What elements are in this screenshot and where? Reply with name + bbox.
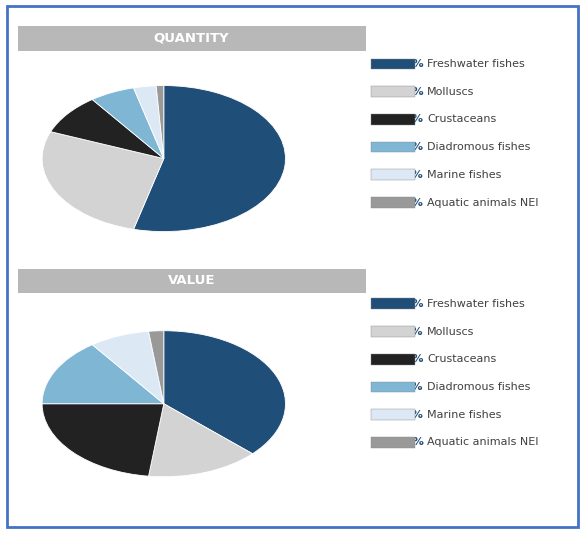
Wedge shape (149, 404, 253, 477)
Text: VALUE: VALUE (168, 274, 215, 287)
Text: Diadromous fishes: Diadromous fishes (427, 382, 531, 392)
Text: 54%: 54% (397, 59, 424, 69)
Text: Freshwater fishes: Freshwater fishes (427, 299, 525, 309)
Wedge shape (92, 332, 164, 404)
Text: Molluscs: Molluscs (427, 87, 474, 96)
Text: 27%: 27% (397, 87, 424, 96)
Text: Diadromous fishes: Diadromous fishes (427, 142, 531, 152)
Text: 8%: 8% (405, 410, 424, 419)
Text: 2%: 2% (405, 438, 424, 447)
Text: 15%: 15% (397, 382, 424, 392)
Text: 3%: 3% (405, 170, 424, 180)
Wedge shape (51, 100, 164, 159)
Text: 15%: 15% (397, 327, 424, 336)
Wedge shape (133, 86, 285, 231)
Text: 6%: 6% (405, 142, 424, 152)
Text: Marine fishes: Marine fishes (427, 170, 501, 180)
Text: 23%: 23% (397, 354, 424, 364)
Text: Aquatic animals NEI: Aquatic animals NEI (427, 438, 539, 447)
Wedge shape (164, 331, 285, 454)
Wedge shape (42, 403, 164, 476)
Text: Crustaceans: Crustaceans (427, 354, 496, 364)
Text: Molluscs: Molluscs (427, 327, 474, 336)
Wedge shape (42, 345, 164, 404)
Text: Aquatic animals NEI: Aquatic animals NEI (427, 198, 539, 207)
Wedge shape (42, 132, 164, 229)
Text: Freshwater fishes: Freshwater fishes (427, 59, 525, 69)
Wedge shape (149, 331, 164, 404)
Text: QUANTITY: QUANTITY (154, 32, 229, 45)
Text: Crustaceans: Crustaceans (427, 115, 496, 124)
Text: Marine fishes: Marine fishes (427, 410, 501, 419)
Wedge shape (133, 86, 164, 159)
Wedge shape (156, 86, 164, 159)
Wedge shape (92, 88, 164, 159)
Text: 37%: 37% (397, 299, 424, 309)
Text: 1%: 1% (405, 198, 424, 207)
Text: 9%: 9% (405, 115, 424, 124)
